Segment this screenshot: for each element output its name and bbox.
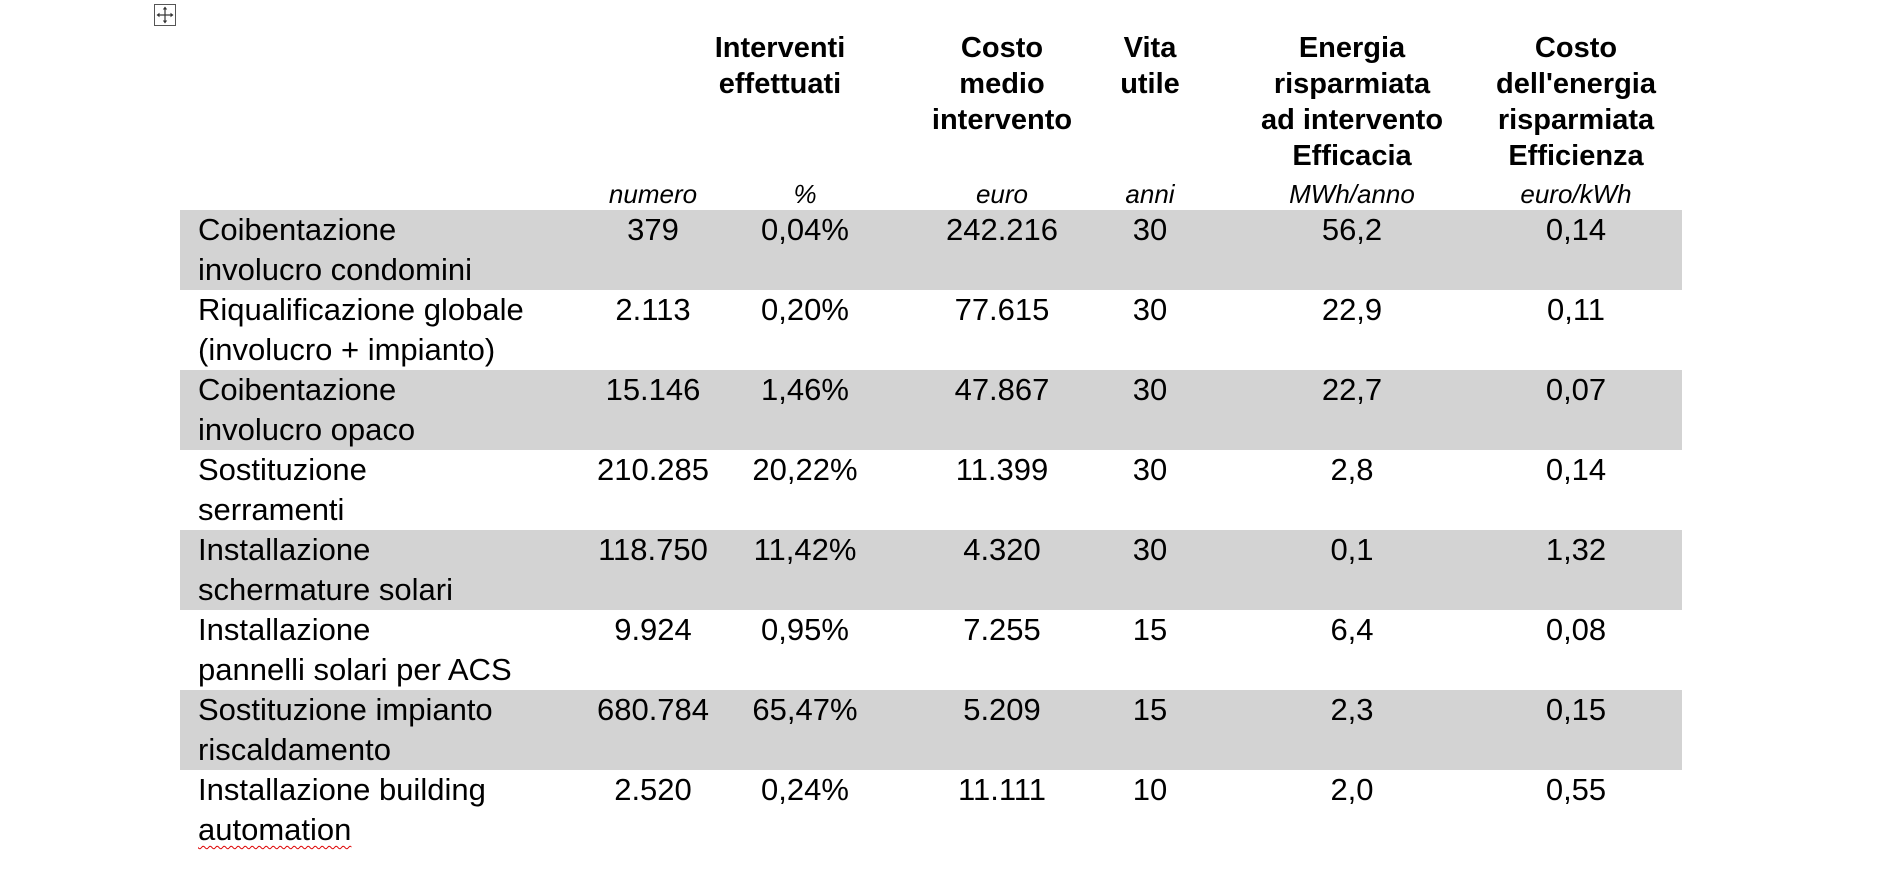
cell-percent: 20,22% — [752, 452, 858, 487]
table-header: Interventi effettuati Costo medio interv… — [180, 30, 1682, 210]
cell-costo: 5.209 — [963, 692, 1041, 727]
cell-percent: 0,95% — [761, 612, 849, 647]
row-label: Installazione schermature solari — [198, 530, 578, 610]
cell-costo: 4.320 — [963, 532, 1041, 567]
cell-energia: 22,9 — [1321, 292, 1383, 327]
row-label-line: Sostituzione impianto — [198, 692, 493, 727]
row-label: Riqualificazione globale (involucro + imp… — [198, 290, 578, 370]
cell-percent: 0,04% — [761, 212, 849, 247]
cell-costo: 7.255 — [963, 612, 1041, 647]
cell-vita: 30 — [1132, 532, 1168, 567]
cell-numero: 210.285 — [596, 452, 710, 487]
unit-euro: euro — [975, 179, 1029, 209]
cell-vita: 15 — [1132, 612, 1168, 647]
cell-vita: 30 — [1132, 212, 1168, 247]
cell-costo-energia: 1,32 — [1545, 532, 1607, 567]
row-label: Sostituzione serramenti — [198, 450, 578, 530]
cell-energia: 0,1 — [1330, 532, 1374, 567]
cell-vita: 30 — [1132, 372, 1168, 407]
table-row: Installazione pannelli solari per ACS 9.9… — [180, 610, 1682, 690]
header-energia: Energia risparmiata ad intervento Effica… — [1260, 32, 1444, 172]
cell-costo-energia: 0,14 — [1545, 212, 1607, 247]
row-label-line: Installazione — [198, 612, 371, 647]
cell-costo-energia: 0,14 — [1545, 452, 1607, 487]
table-row: Coibentazione involucro condomini 379 0,0… — [180, 210, 1682, 290]
cell-numero: 15.146 — [605, 372, 701, 407]
cell-numero: 2.113 — [615, 292, 691, 327]
row-label-line: Installazione — [198, 532, 371, 567]
table-move-handle-icon[interactable] — [154, 4, 176, 26]
cell-percent: 11,42% — [753, 532, 857, 567]
row-label-line: riscaldamento — [198, 732, 391, 767]
row-label-line: serramenti — [198, 492, 345, 527]
table-row: Sostituzione serramenti 210.285 20,22% 11… — [180, 450, 1682, 530]
row-label-line: involucro condomini — [198, 252, 472, 287]
cell-vita: 30 — [1132, 452, 1168, 487]
row-label: Coibentazione involucro opaco — [198, 370, 578, 450]
row-label-line: Coibentazione — [198, 372, 397, 407]
cell-energia: 56,2 — [1321, 212, 1383, 247]
table-row: Coibentazione involucro opaco 15.146 1,46… — [180, 370, 1682, 450]
cell-costo-energia: 0,07 — [1545, 372, 1607, 407]
row-label-line: Riqualificazione globale — [198, 292, 524, 327]
header-vita-utile: Vita utile — [1120, 32, 1180, 100]
cell-numero: 9.924 — [614, 612, 692, 647]
row-label: Installazione pannelli solari per ACS — [198, 610, 578, 690]
row-label-line: pannelli solari per ACS — [198, 652, 512, 687]
cell-energia: 22,7 — [1321, 372, 1383, 407]
cell-energia: 2,0 — [1330, 772, 1374, 807]
cell-vita: 30 — [1132, 292, 1168, 327]
cell-numero: 118.750 — [598, 532, 708, 567]
unit-mwh: MWh/anno — [1289, 179, 1415, 209]
cell-percent: 65,47% — [752, 692, 858, 727]
cell-percent: 1,46% — [761, 372, 849, 407]
cell-costo-energia: 0,11 — [1546, 292, 1606, 327]
cell-numero: 680.784 — [596, 692, 710, 727]
table-row: Sostituzione impianto riscaldamento 680.7… — [180, 690, 1682, 770]
row-label-line: Coibentazione — [198, 212, 397, 247]
cell-costo-energia: 0,15 — [1545, 692, 1607, 727]
cell-vita: 15 — [1132, 692, 1168, 727]
unit-numero: numero — [608, 179, 698, 209]
row-label-line: Sostituzione — [198, 452, 367, 487]
header-interventi: Interventi effettuati — [714, 32, 846, 100]
row-label-line: Installazione building — [198, 772, 486, 807]
cell-vita: 10 — [1132, 772, 1168, 807]
header-costo-medio: Costo medio intervento — [931, 32, 1073, 136]
row-label: Installazione building automation — [198, 770, 578, 850]
row-label-line: automation — [198, 812, 352, 847]
cell-energia: 2,8 — [1330, 452, 1374, 487]
cell-energia: 2,3 — [1330, 692, 1374, 727]
row-label: Sostituzione impianto riscaldamento — [198, 690, 578, 770]
cell-costo-energia: 0,08 — [1545, 612, 1607, 647]
row-label-line: involucro opaco — [198, 412, 416, 447]
cell-energia: 6,4 — [1330, 612, 1374, 647]
cell-costo: 11.111 — [958, 772, 1046, 807]
cell-costo-energia: 0,55 — [1545, 772, 1607, 807]
cell-costo: 77.615 — [954, 292, 1050, 327]
cell-numero: 2.520 — [614, 772, 692, 807]
table-row: Riqualificazione globale (involucro + imp… — [180, 290, 1682, 370]
header-costo-energia: Costo dell'energia risparmiata Efficienz… — [1495, 32, 1656, 172]
cell-costo: 11.399 — [955, 452, 1049, 487]
table-row: Installazione building automation 2.520 0… — [180, 770, 1682, 850]
data-table: Interventi effettuati Costo medio interv… — [180, 30, 1682, 850]
unit-percent: % — [793, 179, 817, 209]
cell-percent: 0,20% — [761, 292, 849, 327]
row-label-line: (involucro + impianto) — [198, 332, 496, 367]
cell-costo: 242.216 — [945, 212, 1059, 247]
cell-costo: 47.867 — [954, 372, 1050, 407]
row-label: Coibentazione involucro condomini — [198, 210, 578, 290]
row-label-line: schermature solari — [198, 572, 453, 607]
unit-anni: anni — [1125, 179, 1175, 209]
cell-percent: 0,24% — [761, 772, 849, 807]
unit-euro-kwh: euro/kWh — [1520, 179, 1632, 209]
table-row: Installazione schermature solari 118.750 … — [180, 530, 1682, 610]
cell-numero: 379 — [627, 212, 679, 247]
